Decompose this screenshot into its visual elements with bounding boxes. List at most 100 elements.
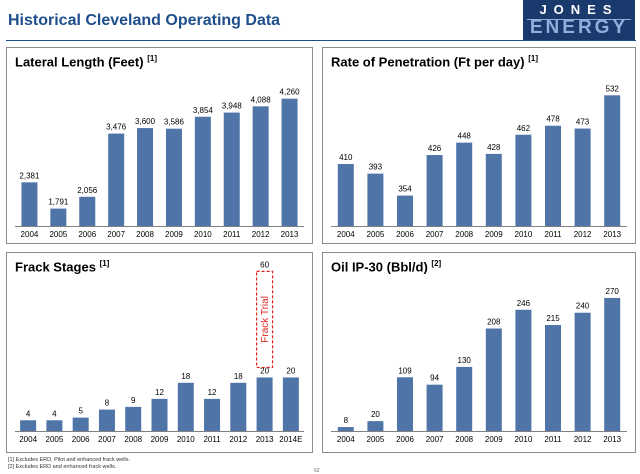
bar [426, 384, 443, 431]
x-tick-label: 2007 [107, 230, 125, 239]
bar [604, 95, 621, 226]
x-tick-label: 2004 [21, 230, 39, 239]
footnotes: [1] Excludes ERD, Pilot and enhanced fra… [8, 457, 130, 471]
x-tick-label: 2006 [72, 435, 90, 444]
data-label: 4 [26, 409, 31, 418]
x-tick-label: 2013 [281, 230, 299, 239]
data-label: 5 [78, 407, 83, 416]
bar [604, 297, 621, 431]
data-label: 246 [517, 299, 531, 308]
frack-stages-panel: Frack Stages [1] 4 2004 4 2005 5 2006 8 2007 9 20… [6, 252, 313, 453]
x-tick-label: 2013 [603, 435, 621, 444]
data-label: 130 [458, 356, 472, 365]
data-label: 462 [517, 124, 531, 133]
data-label: 426 [428, 144, 442, 153]
lateral-length-chart: 2,381 2004 1,791 2005 2,056 2006 3,476 2007 3,60… [15, 88, 304, 239]
logo-text: JONES [539, 2, 619, 17]
x-tick-label: 2005 [46, 435, 64, 444]
panel-title: Frack Stages [1] [15, 259, 109, 274]
data-label: 532 [606, 84, 620, 93]
x-tick-label: 2007 [426, 230, 444, 239]
bar [456, 366, 473, 431]
data-label: 2,056 [77, 186, 98, 195]
data-label: 8 [344, 416, 349, 425]
bar [204, 398, 221, 431]
bar [485, 153, 502, 226]
x-tick-label: 2008 [455, 435, 473, 444]
x-tick-label: 2010 [194, 230, 212, 239]
bar [50, 208, 67, 226]
data-label: 8 [105, 399, 110, 408]
data-label: 4,088 [251, 95, 272, 104]
x-tick-label: 2009 [165, 230, 183, 239]
rate-of-penetration-chart: 410 2004 393 2005 354 2006 426 2007 448 2008 428 20… [331, 84, 627, 239]
data-label: 3,586 [164, 118, 185, 127]
bar [367, 421, 384, 431]
data-label: 478 [546, 115, 560, 124]
bar [574, 128, 591, 226]
x-tick-label: 2014E [279, 435, 302, 444]
data-label: 18 [234, 372, 243, 381]
x-tick-label: 2007 [98, 435, 116, 444]
footnote-ref: [1] [528, 54, 538, 63]
lateral-length-panel: Lateral Length (Feet) [1] 2,381 2004 1,791… [6, 47, 313, 244]
x-tick-label: 2010 [515, 230, 533, 239]
x-tick-label: 2005 [367, 435, 385, 444]
panel-title-text: Oil IP-30 (Bbl/d) [331, 259, 428, 275]
bar [282, 377, 299, 431]
bar [281, 98, 298, 226]
x-tick-label: 2008 [455, 230, 473, 239]
x-tick-label: 2004 [337, 435, 355, 444]
data-label: 3,948 [222, 102, 243, 111]
x-tick-label: 2011 [544, 435, 562, 444]
bar [256, 377, 273, 431]
x-tick-label: 2008 [124, 435, 142, 444]
footnote-2: [2] Excludes ERD and enhanced frack well… [8, 464, 117, 470]
x-tick-label: 2006 [396, 230, 414, 239]
x-tick-label: 2006 [396, 435, 414, 444]
bar [177, 382, 194, 431]
oil-ip30-chart: 8 2004 20 2005 109 2006 94 2007 130 2008 208 2009 24… [331, 287, 627, 444]
x-tick-label: 2004 [337, 230, 355, 239]
data-label: 12 [208, 388, 217, 397]
bar [151, 398, 168, 431]
data-label: 3,476 [106, 123, 127, 132]
x-tick-label: 2009 [485, 435, 503, 444]
x-tick-label: 2007 [426, 435, 444, 444]
data-label: 354 [398, 185, 412, 194]
bar [21, 182, 38, 226]
bar [367, 173, 384, 226]
oil-ip30-panel: Oil IP-30 (Bbl/d) [2] 8 2004 20 2005 109 2006… [322, 252, 636, 453]
bar [79, 196, 96, 226]
data-label: 94 [430, 374, 439, 383]
bar [223, 112, 240, 226]
bar [337, 427, 354, 431]
panel-title-text: Lateral Length (Feet) [15, 54, 144, 70]
bar [397, 195, 413, 226]
data-label: 2,381 [19, 171, 40, 180]
footnote-ref: [1] [147, 54, 157, 63]
bar [20, 420, 37, 431]
bar [485, 328, 502, 431]
x-tick-label: 2012 [252, 230, 270, 239]
logo-subtext: ENERGY [529, 17, 629, 38]
x-tick-label: 2010 [177, 435, 195, 444]
x-tick-label: 2004 [19, 435, 37, 444]
x-tick-label: 2011 [223, 230, 241, 239]
bar [515, 134, 532, 226]
footnote-1: [1] Excludes ERD, Pilot and enhanced fra… [8, 457, 130, 463]
x-tick-label: 2009 [151, 435, 169, 444]
frack-trial-label: Frack Trial [260, 296, 271, 343]
bar [426, 155, 443, 226]
data-label: 18 [181, 372, 190, 381]
data-label: 12 [155, 388, 164, 397]
x-tick-label: 2008 [136, 230, 154, 239]
panel-title: Lateral Length (Feet) [1] [15, 54, 157, 69]
bar [545, 125, 561, 226]
bar [72, 417, 89, 431]
x-tick-label: 2006 [78, 230, 96, 239]
x-tick-label: 2011 [544, 230, 562, 239]
x-tick-label: 2005 [49, 230, 67, 239]
bar [456, 142, 473, 226]
x-tick-label: 2005 [367, 230, 385, 239]
